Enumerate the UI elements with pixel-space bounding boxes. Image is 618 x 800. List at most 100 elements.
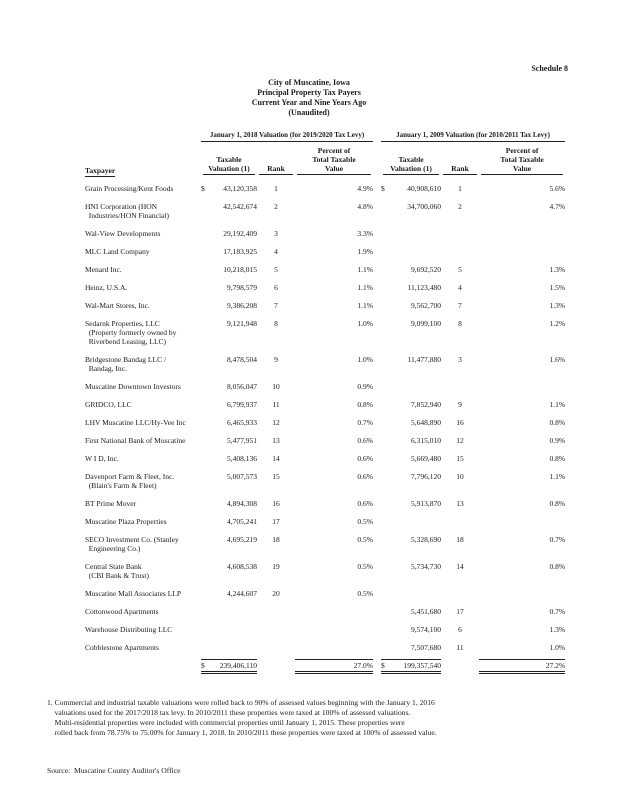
percent-2009	[479, 580, 565, 598]
rank-2018: 6	[274, 283, 278, 292]
taxable-valuation-2018: 6,465,933	[227, 418, 257, 427]
taxable-valuation-2009: 7,507,680	[411, 643, 442, 652]
taxpayer-name: First National Bank of Muscatine	[85, 436, 186, 445]
taxable-valuation-2009: 5,648,890	[411, 418, 442, 427]
percent-2018: 1.9%	[357, 247, 374, 256]
taxpayer-row: MLC Land Company 17,183,925 4 1.9%	[85, 238, 565, 256]
taxpayer-row: SECO Investment Co. (Stanley Engineering…	[85, 526, 565, 553]
rank-2018: 8	[274, 319, 278, 328]
percent-2018: 0.6%	[357, 436, 374, 445]
taxable-valuation-2009-header: Taxable Valuation (1)	[381, 142, 441, 175]
dollar-sign-2018	[201, 292, 213, 310]
column-gap	[373, 598, 381, 616]
percent-2018-header: Percent of Total Taxable Value	[295, 142, 373, 175]
rank-2009: 4	[458, 283, 462, 292]
percent-2009-label: Percent of Total Taxable Value	[481, 142, 564, 175]
percent-2018: 0.6%	[357, 472, 374, 481]
total-percent-2009-value: 27.2%	[545, 661, 566, 670]
taxable-valuation-2009: 9,574,100	[411, 625, 442, 634]
rank-2009: 14	[456, 562, 464, 571]
taxpayer-name: Menard Inc.	[85, 265, 122, 274]
column-gap	[373, 553, 381, 580]
dollar-sign-2018	[201, 463, 213, 490]
rank-2009-label: Rank	[443, 160, 478, 175]
taxpayer-name: MLC Land Company	[85, 247, 150, 256]
percent-2009: 1.1%	[549, 400, 566, 409]
taxpayer-name: Muscatine Plaza Properties	[85, 517, 167, 526]
taxable-valuation-2009: 9,562,700	[411, 301, 442, 310]
dollar-sign-2018	[201, 526, 213, 553]
taxable-valuation-2009: 5,734,730	[411, 562, 442, 571]
taxpayer-row: Grain Processing/Kent Foods $43,120,358 1 4…	[85, 175, 565, 193]
percent-2009: 0.8%	[549, 499, 566, 508]
dollar-sign-2009	[381, 526, 393, 553]
table-body: Grain Processing/Kent Foods $43,120,358 1 4…	[85, 175, 565, 652]
rank-2009	[441, 238, 479, 256]
percent-2018: 1.0%	[357, 319, 374, 328]
percent-2018: 0.9%	[357, 382, 374, 391]
taxable-valuation-2018: 10,218,015	[223, 265, 257, 274]
taxable-valuation-2009: 5,913,870	[411, 499, 442, 508]
taxable-valuation-2018: 4,705,241	[227, 517, 257, 526]
percent-2009: 1.2%	[549, 319, 566, 328]
taxable-valuation-2009: 40,908,610	[407, 184, 442, 193]
dollar-sign-2018	[201, 598, 213, 616]
taxpayer-name: Cobblestone Apartments	[85, 643, 159, 652]
taxpayer-row: Cottonwood Apartments 5,451,680 17 0.7%	[85, 598, 565, 616]
column-gap	[373, 409, 381, 427]
rank-2009: 2	[458, 202, 462, 211]
percent-2018: 4.9%	[357, 184, 374, 193]
rank-2009: 5	[458, 265, 462, 274]
dollar-sign-2018	[201, 256, 213, 274]
dollar-sign-2009	[381, 616, 393, 634]
percent-2018	[295, 598, 373, 616]
column-gap	[373, 175, 381, 193]
dollar-sign-2009	[381, 238, 393, 256]
total-percent-2018-cell: 27.0%	[295, 652, 374, 674]
percent-2018: 0.5%	[357, 589, 374, 598]
rank-2018: 18	[272, 535, 280, 544]
taxable-valuation-2009: 7,852,940	[411, 400, 442, 409]
total-rank-2009-empty	[441, 652, 479, 674]
percent-2009	[479, 373, 565, 391]
taxpayer-row: Warehouse Distributing LLC 9,574,100 6 1.3%	[85, 616, 565, 634]
rank-2018: 16	[272, 499, 280, 508]
taxable-valuation-2018: 9,386,208	[227, 301, 257, 310]
dollar-sign-2009	[381, 346, 393, 373]
dollar-sign-2018	[201, 427, 213, 445]
taxable-valuation-2018: 5,477,951	[227, 436, 257, 445]
dollar-sign-2009	[381, 310, 393, 346]
taxable-valuation-2009: 11,477,880	[407, 355, 442, 364]
percent-2018: 0.5%	[357, 535, 374, 544]
taxable-valuation-2018: 42,542,674	[223, 202, 257, 211]
taxpayer-name: Muscatine Downtown Investors	[85, 382, 181, 391]
column-gap	[373, 220, 381, 238]
taxable-valuation-2009	[393, 580, 441, 598]
taxable-valuation-2018	[213, 598, 257, 616]
rank-2009	[441, 220, 479, 238]
dollar-sign-2018	[201, 238, 213, 256]
dollar-sign-2009	[381, 580, 393, 598]
taxable-valuation-2018: 5,408,136	[227, 454, 257, 463]
column-gap	[373, 616, 381, 634]
percent-2018: 1.1%	[357, 265, 374, 274]
percent-2009: 0.8%	[549, 454, 566, 463]
taxpayer-row: Wal-View Developments 29,192,409 3 3.3%	[85, 220, 565, 238]
dollar-sign-2018	[201, 220, 213, 238]
group-header-2018: January 1, 2018 Valuation (for 2019/2020…	[201, 131, 374, 142]
total-valuation-2009: $ 199,357,540	[381, 659, 442, 674]
percent-2009: 0.7%	[549, 607, 566, 616]
taxpayer-row: Sedarnk Properties, LLC (Property former…	[85, 310, 565, 346]
dollar-sign-2018	[201, 274, 213, 292]
percent-2018: 0.6%	[357, 454, 374, 463]
schedule-label: Schedule 8	[531, 64, 568, 73]
percent-2018: 1.1%	[357, 301, 374, 310]
percent-2018: 1.1%	[357, 283, 374, 292]
percent-2009: 0.7%	[549, 535, 566, 544]
rank-2009: 3	[458, 355, 462, 364]
total-percent-2009: 27.2%	[479, 659, 566, 674]
percent-2009	[479, 238, 565, 256]
rank-2009: 8	[458, 319, 462, 328]
rank-2009	[441, 508, 479, 526]
taxable-valuation-2009	[393, 508, 441, 526]
